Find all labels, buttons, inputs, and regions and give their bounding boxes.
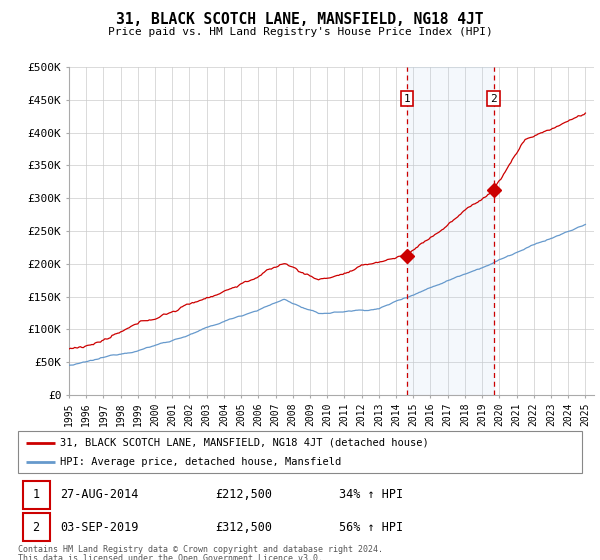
Text: 56% ↑ HPI: 56% ↑ HPI — [340, 521, 404, 534]
Text: 1: 1 — [32, 488, 40, 501]
Text: This data is licensed under the Open Government Licence v3.0.: This data is licensed under the Open Gov… — [18, 554, 323, 560]
Text: 03-SEP-2019: 03-SEP-2019 — [60, 521, 139, 534]
Text: £312,500: £312,500 — [215, 521, 272, 534]
Text: HPI: Average price, detached house, Mansfield: HPI: Average price, detached house, Mans… — [60, 457, 341, 467]
Bar — [23, 480, 50, 509]
Bar — [23, 513, 50, 542]
Text: Contains HM Land Registry data © Crown copyright and database right 2024.: Contains HM Land Registry data © Crown c… — [18, 545, 383, 554]
Text: 27-AUG-2014: 27-AUG-2014 — [60, 488, 139, 501]
Text: Price paid vs. HM Land Registry's House Price Index (HPI): Price paid vs. HM Land Registry's House … — [107, 27, 493, 37]
Text: 2: 2 — [32, 521, 40, 534]
Text: 1: 1 — [404, 94, 410, 104]
Text: 34% ↑ HPI: 34% ↑ HPI — [340, 488, 404, 501]
Text: 31, BLACK SCOTCH LANE, MANSFIELD, NG18 4JT: 31, BLACK SCOTCH LANE, MANSFIELD, NG18 4… — [116, 12, 484, 27]
Bar — [407, 67, 494, 395]
Text: 2: 2 — [490, 94, 497, 104]
Text: £212,500: £212,500 — [215, 488, 272, 501]
Text: 31, BLACK SCOTCH LANE, MANSFIELD, NG18 4JT (detached house): 31, BLACK SCOTCH LANE, MANSFIELD, NG18 4… — [60, 437, 429, 447]
